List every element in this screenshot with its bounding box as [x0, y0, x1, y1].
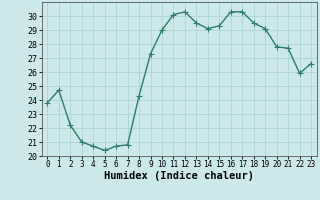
X-axis label: Humidex (Indice chaleur): Humidex (Indice chaleur): [104, 171, 254, 181]
